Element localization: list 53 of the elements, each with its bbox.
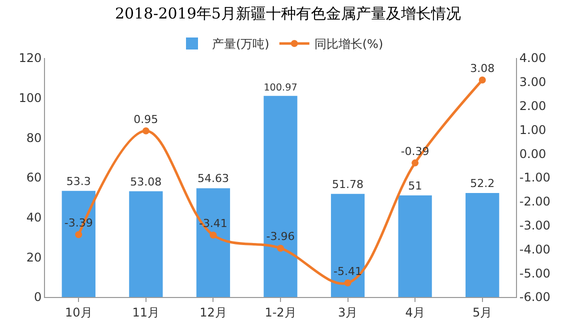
point bbox=[142, 127, 150, 134]
bar bbox=[398, 195, 432, 297]
data-label: 54.63 bbox=[197, 172, 229, 186]
data-label: 0.95 bbox=[134, 112, 158, 126]
x-tick-label: 10月 bbox=[65, 305, 92, 320]
point bbox=[75, 231, 82, 238]
y-tick-label: 80 bbox=[26, 130, 42, 145]
y-tick-label: 40 bbox=[26, 210, 42, 225]
y2-tick-label: 1.00 bbox=[519, 122, 546, 137]
bar bbox=[129, 191, 163, 297]
bar bbox=[196, 188, 230, 297]
data-label: 53.3 bbox=[66, 174, 91, 188]
legend-label: 同比增长(%) bbox=[314, 37, 384, 52]
bar bbox=[330, 194, 365, 297]
x-tick-label: 4月 bbox=[405, 305, 425, 320]
data-label: -5.41 bbox=[334, 264, 362, 278]
y-tick-label: 0 bbox=[34, 290, 42, 304]
data-label: -3.96 bbox=[266, 230, 295, 244]
x-tick-label: 3月 bbox=[338, 305, 358, 320]
x-tick-label: 11月 bbox=[132, 305, 160, 320]
data-label: 51.78 bbox=[332, 178, 364, 191]
legend-label: 产量(万吨) bbox=[212, 37, 270, 52]
x-tick-label: 12月 bbox=[200, 305, 227, 320]
point bbox=[344, 279, 352, 286]
bar bbox=[466, 193, 500, 297]
data-label: 53.08 bbox=[130, 175, 162, 188]
y2-tick-label: 0.00 bbox=[519, 146, 546, 161]
point bbox=[277, 244, 284, 252]
y2-tick-label: 4.00 bbox=[519, 51, 546, 66]
x-tick-label: 5月 bbox=[472, 305, 492, 320]
data-label: 3.08 bbox=[470, 62, 495, 75]
data-label: 52.2 bbox=[470, 177, 495, 190]
y2-tick-label: -4.00 bbox=[519, 242, 550, 256]
point bbox=[210, 232, 217, 239]
bar bbox=[264, 96, 298, 297]
y2-tick-label: -1.00 bbox=[519, 170, 550, 185]
y-tick-label: 120 bbox=[18, 51, 42, 66]
bar bbox=[62, 190, 96, 297]
y2-tick-label: -3.00 bbox=[519, 218, 550, 232]
y2-tick-label: 3.00 bbox=[519, 75, 546, 90]
y2-tick-label: -6.00 bbox=[519, 290, 550, 304]
y-tick-label: 100 bbox=[18, 91, 42, 106]
point bbox=[478, 76, 486, 84]
y2-tick-label: -2.00 bbox=[519, 194, 550, 209]
data-label: 51 bbox=[408, 179, 422, 192]
y-tick-label: 60 bbox=[26, 170, 42, 185]
x-tick-label: 1-2月 bbox=[264, 305, 296, 320]
chart-title: 2018-2019年5月新疆十种有色金属产量及增长情况 bbox=[115, 4, 461, 23]
y2-tick-label: 2.00 bbox=[519, 99, 546, 113]
y2-tick-label: -5.00 bbox=[519, 266, 550, 280]
data-label: 100.97 bbox=[264, 82, 298, 94]
y-tick-label: 20 bbox=[26, 250, 42, 264]
point bbox=[412, 159, 419, 166]
